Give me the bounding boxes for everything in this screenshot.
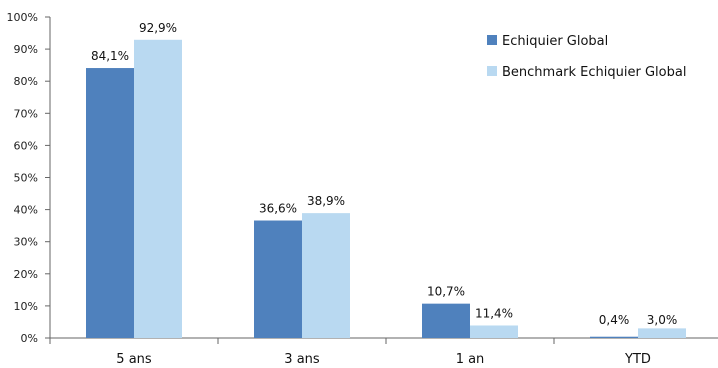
- y-axis: 0% 10% 20% 30% 40% 50% 60% 70% 80% 90% 100%: [7, 11, 51, 345]
- x-axis: 5 ans 3 ans 1 an YTD: [49, 337, 718, 367]
- y-tick-label: 60%: [14, 139, 38, 152]
- bar-echiquier-global: [422, 303, 470, 338]
- x-tick-label: 3 ans: [284, 352, 320, 367]
- data-label: 10,7%: [427, 285, 465, 299]
- y-tick-label: 100%: [7, 11, 38, 24]
- legend-label: Benchmark Echiquier Global: [502, 65, 686, 80]
- bar-benchmark: [134, 39, 182, 338]
- data-label: 38,9%: [307, 194, 345, 208]
- y-tick-label: 50%: [14, 172, 38, 185]
- y-tick-label: 10%: [14, 300, 38, 313]
- data-label: 84,1%: [91, 49, 129, 63]
- legend-swatch: [487, 66, 497, 76]
- y-tick-label: 90%: [14, 43, 38, 56]
- x-tick-label: 5 ans: [116, 352, 152, 367]
- bar-echiquier-global: [86, 68, 134, 338]
- bar-benchmark: [638, 328, 686, 338]
- x-tick-label: 1 an: [456, 352, 485, 367]
- legend-label: Echiquier Global: [502, 34, 608, 49]
- bar-benchmark: [302, 213, 350, 338]
- data-label: 0,4%: [599, 313, 630, 327]
- y-tick-label: 30%: [14, 236, 38, 249]
- y-tick-label: 70%: [14, 107, 38, 120]
- y-tick-label: 40%: [14, 204, 38, 217]
- bar-echiquier-global: [590, 336, 638, 338]
- data-label: 3,0%: [647, 313, 678, 327]
- data-label: 36,6%: [259, 202, 297, 216]
- data-label: 92,9%: [139, 21, 177, 35]
- bar-echiquier-global: [254, 220, 302, 338]
- y-tick-label: 0%: [21, 332, 38, 345]
- bars: [86, 39, 686, 338]
- legend-swatch: [487, 35, 497, 45]
- y-tick-label: 80%: [14, 75, 38, 88]
- data-label: 11,4%: [475, 306, 513, 320]
- y-tick-label: 20%: [14, 268, 38, 281]
- x-tick-label: YTD: [624, 352, 651, 367]
- data-labels: 84,1% 36,6% 10,7% 0,4% 92,9% 38,9% 11,4% 3,0%: [91, 21, 677, 327]
- bar-benchmark: [470, 325, 518, 338]
- legend: Echiquier Global Benchmark Echiquier Glob…: [487, 34, 686, 80]
